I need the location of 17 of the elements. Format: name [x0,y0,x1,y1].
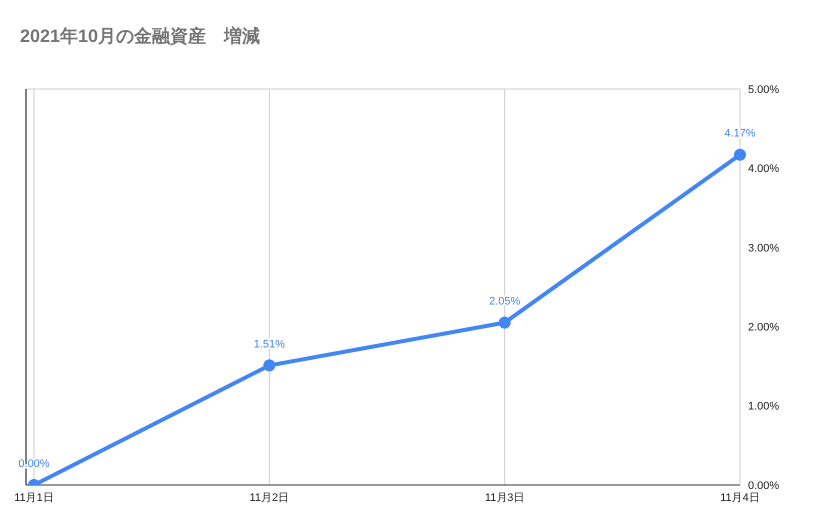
x-tick-label: 11月3日 [484,492,524,504]
x-tick-label: 11月2日 [250,492,290,504]
y-tick-label: 3.00% [748,242,780,254]
chart-title: 2021年10月の金融資産 増減 [19,25,262,48]
point [498,316,511,329]
point [263,359,276,372]
data-label: 2.05% [489,296,520,308]
y-tick-label: 0.00% [748,480,780,492]
x-tick-label: 11月4日 [720,492,760,504]
x-tick-label: 11月1日 [14,492,54,504]
y-tick-label: 5.00% [748,84,780,96]
y-tick-label: 4.00% [748,163,780,176]
data-label: 4.17% [724,128,756,140]
y-tick-label: 2.00% [748,322,780,334]
y-tick-label: 1.00% [748,400,780,413]
point [734,148,746,161]
data-label: 1.51% [254,338,286,350]
